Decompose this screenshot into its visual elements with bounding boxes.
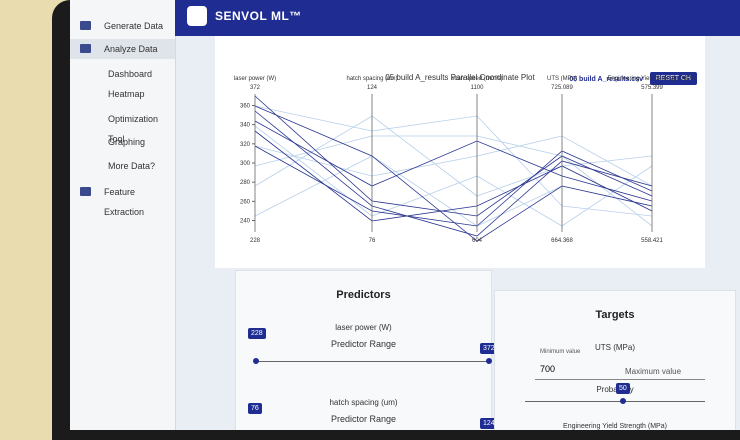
- logo: [187, 6, 207, 26]
- axis-label: Engineering Yield Strength (MPa): [607, 76, 696, 82]
- file-name: 05 build A_results.csv: [569, 76, 643, 83]
- nav-item[interactable]: Optimization Tool: [108, 114, 159, 144]
- light-line: [254, 125, 653, 227]
- dark-line: [254, 95, 653, 217]
- nav-item[interactable]: Dashboard: [108, 69, 153, 79]
- slider-handle[interactable]: [486, 358, 492, 364]
- nav-icon: [80, 44, 91, 53]
- axis-top: 725.089: [551, 85, 573, 91]
- dark-line: [254, 105, 653, 242]
- brand: SENVOL ML™: [215, 9, 302, 23]
- parallel-plot: 05 build A_results Parallel Coordinate P…: [234, 73, 697, 244]
- predictors-panel: Predictors laser power (W) Predictor Rang…: [235, 270, 498, 430]
- axis-label: laser power (W): [234, 76, 276, 82]
- min-value[interactable]: 700: [540, 364, 556, 374]
- slider-badge: 372: [480, 343, 498, 354]
- axis-top: 372: [250, 85, 261, 91]
- axis-bottom: 558.421: [641, 238, 663, 244]
- panel-title: Targets: [595, 309, 635, 321]
- prob-label: Probability: [596, 385, 634, 394]
- axis-top: 124: [367, 85, 378, 91]
- axis-bottom: 664.368: [551, 238, 573, 244]
- nav-item[interactable]: Analyze Data: [70, 39, 175, 59]
- light-line: [254, 155, 653, 227]
- dark-line: [254, 130, 653, 222]
- tick-label: 320: [240, 142, 251, 148]
- axis-top: 1100: [471, 85, 485, 91]
- screen: Generate Data Analyze Data Dashboard Heatma…: [70, 0, 740, 430]
- axis-bottom: 604: [472, 238, 483, 244]
- slider-badge: 50: [616, 383, 630, 394]
- axis-label: hatch spacing (um): [346, 76, 397, 82]
- axis-bottom: 228: [250, 238, 261, 244]
- predictor-label: hatch spacing (um): [329, 398, 398, 407]
- nav-item[interactable]: Generate Data: [70, 16, 175, 36]
- page: {"sidebar":{"items":["Generate Data","An…: [52, 0, 740, 440]
- nav-item[interactable]: Heatmap: [108, 89, 145, 99]
- axis-bottom: 76: [369, 238, 376, 244]
- targets-panel: Targets UTS (MPa) Minimum value 700 Maxi…: [494, 290, 736, 430]
- slider-badge: 228: [248, 328, 266, 339]
- reset-button[interactable]: RESET CH: [649, 72, 697, 85]
- plot-panel: 05 build A_results.csv RESET CH 05 build…: [215, 36, 705, 268]
- dark-line: [254, 110, 653, 237]
- min-label: Minimum value: [540, 349, 581, 355]
- slider-handle[interactable]: [620, 398, 626, 404]
- slider-track: [256, 361, 491, 362]
- max-label[interactable]: Maximum value: [625, 367, 682, 376]
- slider-badge: 124: [480, 418, 498, 429]
- tick-label: 240: [240, 219, 251, 225]
- light-line: [254, 115, 653, 197]
- nav-item[interactable]: Graphing: [108, 137, 146, 147]
- axis-top: 575.399: [641, 85, 663, 91]
- tick-label: 280: [240, 180, 251, 186]
- nav-item[interactable]: Feature Extraction: [70, 182, 175, 217]
- sidebar: Generate Data Analyze Data Dashboard Heatma…: [70, 0, 176, 430]
- axis-label: UTS (MPa): [547, 76, 577, 82]
- tick-label: 260: [240, 199, 251, 205]
- tick-label: 360: [240, 104, 251, 110]
- range-label: Predictor Range: [330, 339, 397, 349]
- plot-title: 05 build A_results Parallel Coordinate P…: [385, 73, 535, 82]
- axis-label: scan speed (mm/s): [451, 76, 502, 82]
- tick-label: 300: [240, 161, 251, 167]
- target-label: Engineering Yield Strength (MPa): [563, 423, 667, 430]
- dark-line: [254, 145, 653, 227]
- input-underline: [535, 379, 705, 380]
- nav-icon: [80, 187, 91, 196]
- slider-badge: 76: [248, 403, 262, 414]
- header: SENVOL ML™: [175, 0, 740, 36]
- range-label: Predictor Range: [330, 414, 397, 424]
- target-label: UTS (MPa): [595, 343, 635, 352]
- nav-item[interactable]: More Data?: [108, 161, 156, 171]
- slider-handle[interactable]: [253, 358, 259, 364]
- nav-icon: [80, 21, 91, 30]
- slider-track: [525, 401, 705, 402]
- panel-title: Predictors: [336, 289, 391, 301]
- predictor-label: laser power (W): [335, 323, 392, 332]
- tick-label: 340: [240, 123, 251, 129]
